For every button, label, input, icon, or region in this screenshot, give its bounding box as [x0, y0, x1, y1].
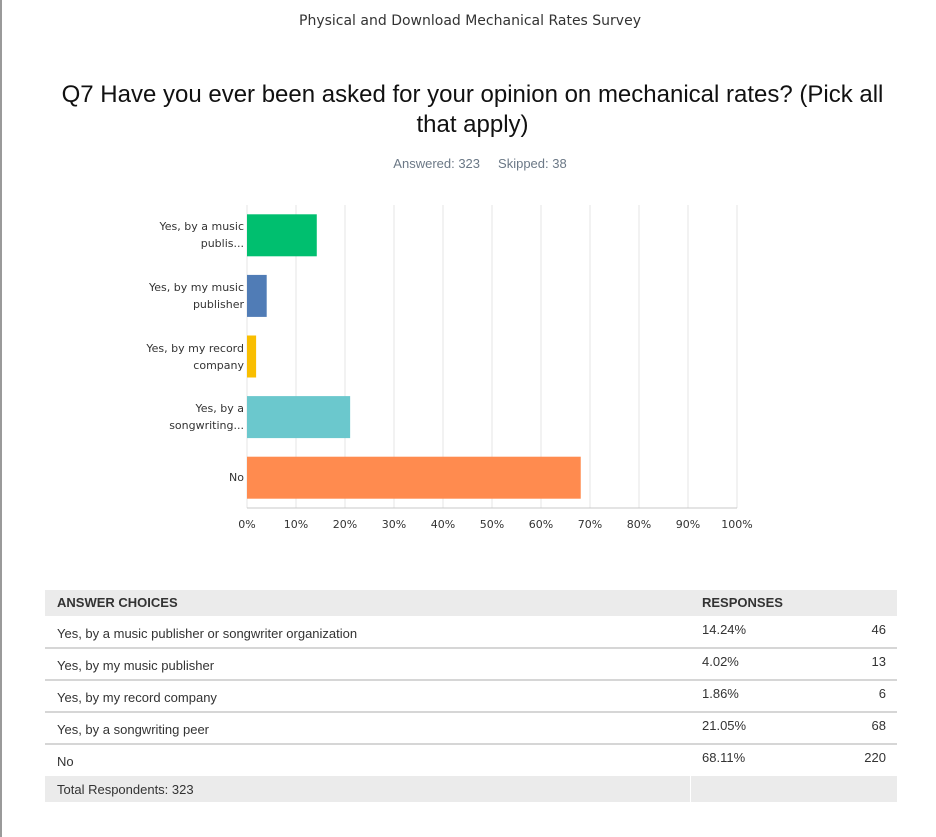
- y-tick-label: Yes, by a music publis...: [159, 220, 245, 251]
- row-separator: [45, 647, 897, 649]
- y-tick-label: No: [229, 471, 244, 485]
- x-tick-label: 100%: [721, 518, 752, 531]
- response-percent: 68.11%: [702, 750, 746, 765]
- question-title: Q7 Have you ever been asked for your opi…: [61, 81, 884, 138]
- x-tick-label: 80%: [627, 518, 651, 531]
- row-separator: [45, 679, 897, 681]
- answered: Answered: 323: [393, 156, 481, 171]
- x-tick-label: 10%: [284, 518, 308, 531]
- x-tick-label: 60%: [529, 518, 553, 531]
- x-tick-label: 40%: [431, 518, 455, 531]
- column-header: RESPONSES: [702, 595, 783, 610]
- x-tick-label: 20%: [333, 518, 357, 531]
- row-separator: [45, 711, 897, 713]
- bar: [247, 456, 581, 499]
- response-count: 68: [871, 718, 886, 733]
- bar: [247, 335, 257, 378]
- x-tick-label: 90%: [676, 518, 700, 531]
- response-count: 46: [871, 622, 886, 637]
- survey-title: Physical and Download Mechanical Rates S…: [299, 13, 641, 29]
- table-footer-bg: [691, 776, 897, 802]
- answer-choice: Yes, by a songwriting peer: [57, 722, 210, 737]
- y-tick-label: Yes, by my music publisher: [149, 280, 244, 311]
- answer-choice: Yes, by my music publisher: [57, 658, 215, 673]
- table-header-bg: [45, 590, 897, 616]
- response-count: 6: [878, 686, 886, 701]
- y-tick-label: Yes, by my record company: [146, 341, 244, 372]
- response-count: 13: [871, 654, 886, 669]
- bar: [247, 396, 351, 439]
- skipped: Skipped: 38: [498, 156, 567, 171]
- response-percent: 1.86%: [702, 686, 739, 701]
- bar: [247, 214, 317, 257]
- answer-choice: No: [57, 754, 74, 769]
- x-tick-label: 0%: [238, 518, 255, 531]
- answer-choice: Yes, by my record company: [57, 690, 217, 705]
- x-tick-label: 50%: [480, 518, 504, 531]
- answer-choice: Yes, by a music publisher or songwriter …: [57, 626, 358, 641]
- response-stats: Answered: 323 Skipped: 38: [0, 156, 936, 171]
- row-separator: [45, 743, 897, 745]
- x-tick-label: 30%: [382, 518, 406, 531]
- column-header: ANSWER CHOICES: [57, 595, 178, 610]
- response-percent: 14.24%: [702, 622, 747, 637]
- bar: [247, 274, 267, 317]
- x-tick-label: 70%: [578, 518, 602, 531]
- y-tick-label: Yes, by a songwriting...: [169, 402, 244, 433]
- response-count: 220: [864, 750, 886, 765]
- response-percent: 4.02%: [702, 654, 739, 669]
- frame-border: [0, 0, 2, 837]
- table-footer-bg: [45, 776, 690, 802]
- total-respondents: Total Respondents: 323: [57, 782, 194, 797]
- response-percent: 21.05%: [702, 718, 747, 733]
